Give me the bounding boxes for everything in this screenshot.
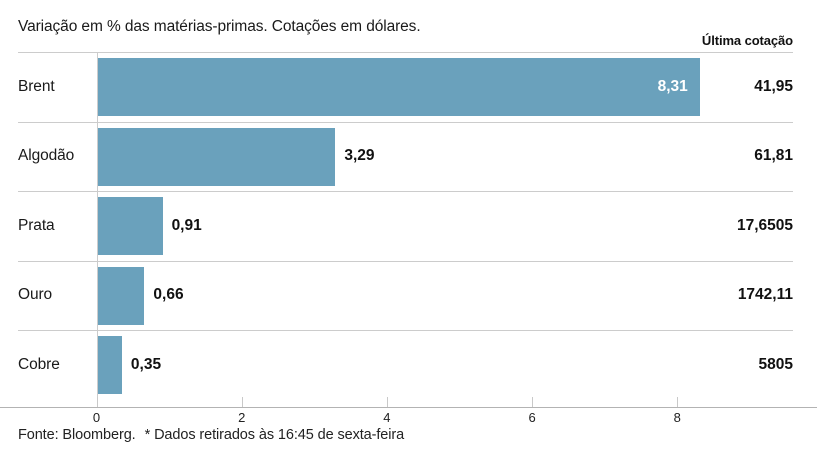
- bar: [96, 197, 163, 255]
- x-axis-tick: [96, 397, 98, 407]
- source-label: Fonte: Bloomberg.: [18, 427, 136, 443]
- row-separator: [18, 330, 793, 331]
- last-quote-value: 17,6505: [736, 216, 793, 234]
- x-axis-tick-label: 0: [92, 410, 101, 425]
- x-axis-tick: [241, 397, 243, 407]
- bar: [96, 127, 336, 186]
- last-quote-value: 1742,11: [737, 286, 793, 304]
- chart-title: Variação em % das matérias-primas. Cotaç…: [18, 18, 421, 35]
- x-axis-tick: [532, 397, 534, 407]
- x-axis-tick-label: 4: [383, 410, 391, 425]
- category-label: Prata: [18, 216, 55, 234]
- last-quote-value: 41,95: [754, 77, 793, 95]
- chart-row-cobre: Cobre 0,35 5805: [0, 330, 817, 400]
- footnote: * Dados retirados às 16:45 de sexta-feir…: [144, 427, 405, 443]
- chart-row-brent: Brent 8,31 41,95: [0, 52, 817, 122]
- last-quote-value: 61,81: [754, 147, 793, 165]
- x-axis-tick: [386, 397, 388, 407]
- category-label: Brent: [18, 77, 55, 95]
- x-axis-tick: [677, 397, 679, 407]
- x-axis-line: [0, 407, 817, 408]
- category-label: Cobre: [18, 355, 60, 373]
- row-separator: [18, 121, 793, 123]
- category-label: Ouro: [18, 286, 53, 304]
- chart-row-prata: Prata 0,91 17,6505: [0, 191, 817, 261]
- chart-row-algodao: Algodão 3,29 61,81: [0, 121, 817, 192]
- x-axis-tick-label: 2: [238, 410, 246, 425]
- chart-footer: Fonte: Bloomberg. * Dados retirados às 16…: [18, 427, 404, 443]
- row-separator: [18, 191, 793, 192]
- bar: 8,31: [96, 58, 700, 116]
- value-label: 8,31: [657, 78, 688, 95]
- bar: [96, 266, 145, 325]
- zero-baseline: [96, 52, 98, 408]
- row-separator: [18, 260, 793, 262]
- last-quote-column-header: Última cotação: [701, 33, 793, 48]
- value-label: 0,35: [130, 355, 162, 373]
- category-label: Algodão: [18, 147, 75, 165]
- row-separator: [18, 52, 793, 53]
- x-axis-tick-label: 8: [673, 410, 681, 425]
- value-label: 0,91: [171, 216, 202, 234]
- last-quote-value: 5805: [758, 355, 793, 373]
- value-label: 3,29: [344, 147, 375, 165]
- x-axis-tick-label: 6: [528, 410, 536, 425]
- chart-row-ouro: Ouro 0,66 1742,11: [0, 260, 817, 331]
- bar: [96, 336, 122, 394]
- value-label: 0,66: [153, 286, 184, 304]
